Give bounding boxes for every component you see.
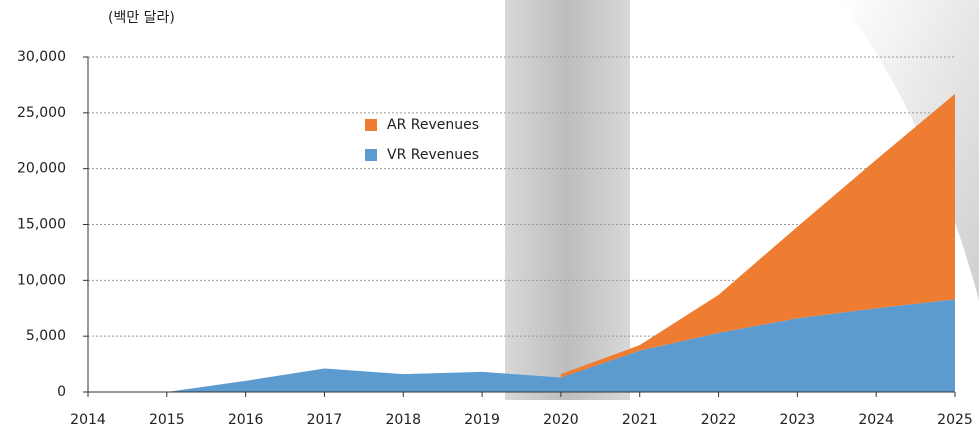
legend-swatch [365,119,377,131]
x-tick-label: 2025 [937,412,973,428]
x-tick-label: 2020 [543,412,579,428]
y-tick-label: 0 [57,384,66,400]
x-tick-label: 2024 [858,412,894,428]
x-tick-label: 2014 [70,412,106,428]
legend-label: AR Revenues [387,117,479,133]
y-tick-label: 5,000 [26,328,66,344]
y-tick-label: 25,000 [17,105,66,121]
x-tick-label: 2015 [149,412,185,428]
x-tick-label: 2021 [622,412,658,428]
y-tick-label: 20,000 [17,161,66,177]
y-tick-label: 15,000 [17,217,66,233]
y-tick-label: 30,000 [17,49,66,65]
area [560,93,955,378]
legend-swatch [365,149,377,161]
area [166,299,955,392]
x-tick-label: 2019 [464,412,500,428]
x-tick-label: 2017 [307,412,343,428]
legend-label: VR Revenues [387,147,479,163]
unit-label: (백만 달라) [108,10,175,26]
decor-swoosh [840,0,979,300]
x-tick-label: 2018 [385,412,421,428]
y-tick-label: 10,000 [17,272,66,288]
highlight-band [505,0,630,400]
x-tick-label: 2023 [780,412,816,428]
x-tick-label: 2022 [701,412,737,428]
x-tick-label: 2016 [228,412,264,428]
